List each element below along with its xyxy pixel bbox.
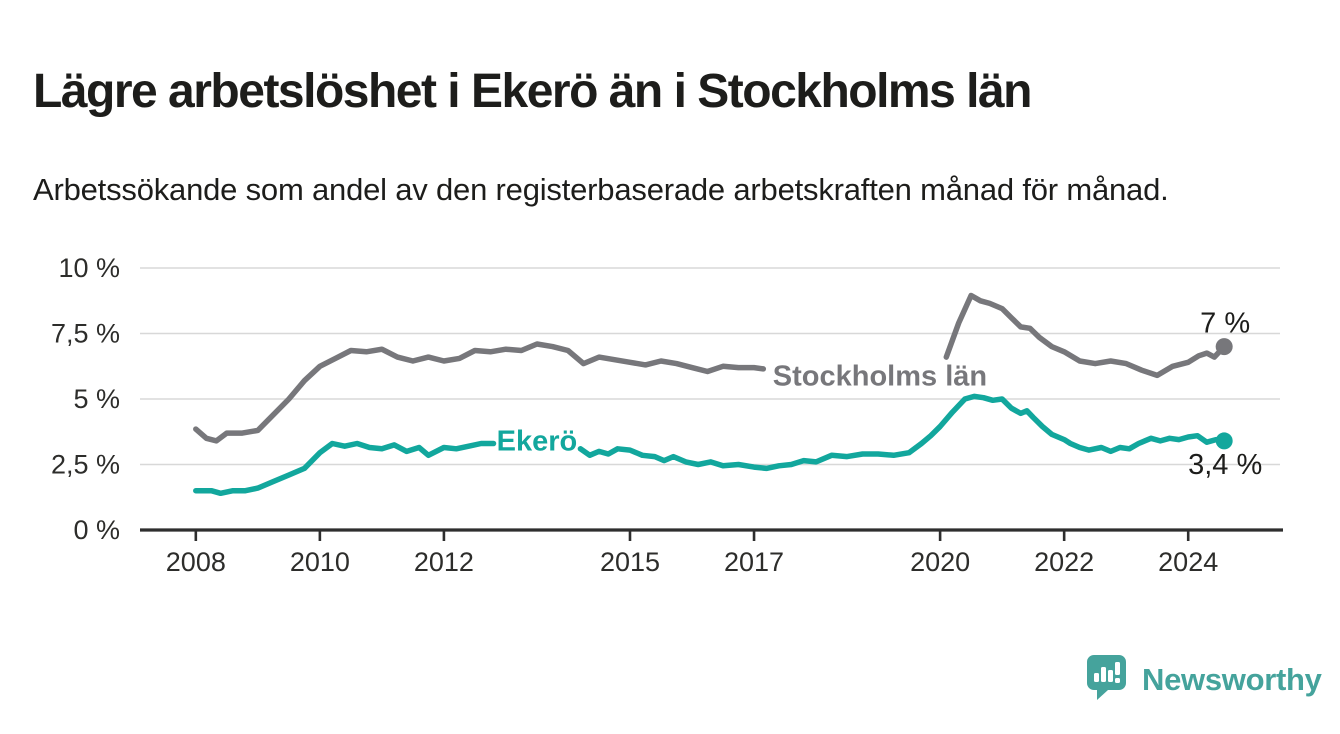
y-axis-label: 2,5 %: [51, 450, 120, 480]
x-axis-label: 2012: [414, 547, 474, 577]
y-axis-label: 0 %: [73, 515, 120, 545]
series-inline-label: Ekerö: [497, 425, 578, 457]
series-end-dot: [1215, 338, 1233, 356]
series-line-eker-: [577, 393, 1227, 472]
x-axis-label: 2010: [290, 547, 350, 577]
chart-subtitle: Arbetssökande som andel av den registerb…: [33, 172, 1169, 207]
newsworthy-logo: Newsworthy: [1086, 654, 1322, 702]
x-axis-label: 2022: [1034, 547, 1094, 577]
series-line-stockholms-l-n: [193, 341, 767, 444]
y-axis-label: 7,5 %: [51, 319, 120, 349]
x-axis-label: 2015: [600, 547, 660, 577]
bar-chart-speech-bubble-icon: [1087, 655, 1126, 700]
series-line-eker-: [193, 440, 497, 497]
y-axis-label: 10 %: [58, 253, 120, 283]
series-inline-label: Stockholms län: [773, 360, 987, 392]
series-end-dot: [1215, 432, 1233, 450]
series-line-stockholms-l-n: [943, 292, 1227, 379]
x-axis-label: 2024: [1158, 547, 1218, 577]
y-axis-label: 5 %: [73, 384, 120, 414]
page-title: Lägre arbetslöshet i Ekerö än i Stockhol…: [33, 65, 1033, 119]
x-axis-label: 2020: [910, 547, 970, 577]
series-end-value-label: 7 %: [1200, 308, 1250, 340]
newsworthy-logo-text: Newsworthy: [1142, 662, 1322, 697]
x-axis-label: 2008: [166, 547, 226, 577]
series-end-value-label: 3,4 %: [1188, 449, 1262, 481]
x-axis-label: 2017: [724, 547, 784, 577]
